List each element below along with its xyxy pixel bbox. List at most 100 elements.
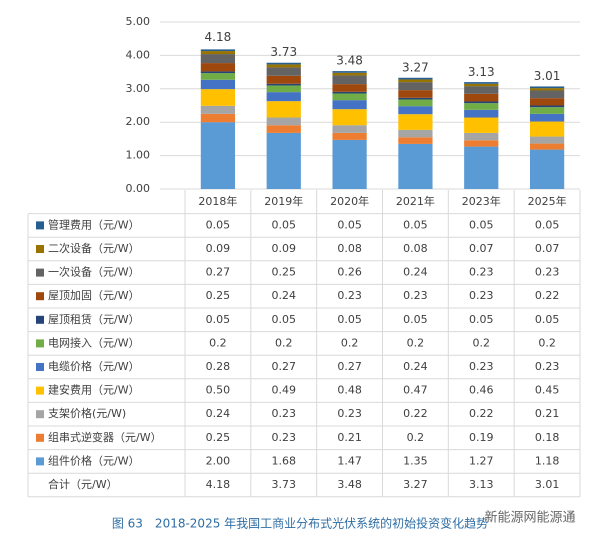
table-cell: 0.28	[206, 360, 231, 373]
bar-segment	[464, 117, 499, 133]
bar-segment	[398, 99, 433, 107]
table-cell: 0.09	[272, 242, 297, 255]
table-cell: 0.21	[535, 407, 560, 420]
table-cell: 0.05	[535, 313, 560, 326]
bar-segment	[200, 63, 236, 72]
table-cell: 0.21	[337, 431, 362, 444]
bar-segment	[200, 122, 236, 189]
table-cell: 0.05	[403, 218, 428, 231]
legend-swatch	[36, 339, 44, 348]
legend-label: 管理费用（元/W）	[48, 217, 140, 231]
table-cell: 0.23	[469, 289, 494, 302]
bar-segment	[266, 64, 301, 68]
bar-segment	[266, 62, 301, 65]
table-cell: 1.18	[535, 454, 560, 467]
bar-segment	[529, 143, 565, 150]
table-cell: 0.05	[272, 313, 297, 326]
table-cell: 0.05	[337, 218, 362, 231]
bar-segment	[529, 149, 565, 189]
total-label: 4.18	[205, 30, 232, 44]
bar-segment	[464, 83, 499, 87]
bar-segment	[200, 51, 236, 55]
bar-segment	[266, 132, 301, 189]
bar-segment	[332, 132, 367, 140]
bar-segment	[332, 109, 367, 126]
y-tick-label: 3.00	[126, 82, 151, 95]
bar-segment	[332, 91, 367, 94]
table-cell: 0.48	[337, 384, 362, 397]
bar-segment	[266, 125, 301, 133]
table-cell: 1.68	[272, 454, 297, 467]
table-cell: 3.73	[272, 478, 297, 491]
table-cell: 0.05	[469, 313, 494, 326]
table-cell: 0.23	[272, 407, 297, 420]
bar-segment	[200, 113, 236, 123]
bar-segment	[332, 84, 367, 92]
y-tick-label: 5.00	[126, 15, 151, 28]
bar-segment	[398, 77, 433, 80]
legend-swatch	[36, 363, 44, 371]
bar-segment	[529, 113, 565, 122]
legend-swatch	[36, 245, 44, 253]
bar-segment	[266, 92, 301, 102]
bar-segment	[266, 101, 301, 118]
bar-segment	[464, 93, 499, 102]
bar-segment	[266, 117, 301, 126]
table-cell: 4.18	[206, 478, 231, 491]
bar-segment	[398, 79, 433, 83]
total-label: 3.27	[402, 60, 429, 74]
table-cell: 3.27	[403, 478, 428, 491]
table-cell: 0.05	[206, 218, 231, 231]
bar-segment	[398, 137, 433, 144]
bar-segment	[529, 107, 565, 114]
bar-segment	[464, 82, 499, 84]
table-cell: 3.01	[535, 478, 560, 491]
watermark: 新能源网能源通	[484, 510, 575, 526]
table-cell: 0.22	[535, 289, 560, 302]
table-cell: 0.05	[272, 218, 297, 231]
total-label: 3.48	[336, 53, 363, 67]
legend-label: 组件价格（元/W）	[48, 453, 140, 467]
table-cell: 0.23	[469, 266, 494, 279]
legend-label: 屋顶租赁（元/W）	[48, 312, 140, 326]
bar-segment	[332, 75, 367, 85]
bar-segment	[266, 85, 301, 93]
table-cell: 2.00	[206, 454, 231, 467]
bar-segment	[266, 83, 301, 86]
legend-swatch	[36, 410, 44, 419]
table-cell: 0.2	[341, 336, 359, 349]
bar-segment	[200, 73, 236, 80]
table-cell: 0.2	[407, 336, 425, 349]
caption: 图 63 2018-2025 年我国工商业分布式光伏系统的初始投资变化趋势	[112, 516, 488, 531]
x-tick-label: 2023年	[462, 194, 501, 208]
table-cell: 0.18	[535, 431, 560, 444]
table-cell: 0.23	[337, 289, 362, 302]
bar-segment	[332, 125, 367, 133]
table-cell: 0.46	[469, 384, 494, 397]
table-cell: 0.25	[206, 289, 231, 302]
bar-segment	[332, 71, 367, 73]
table-cell: 0.2	[209, 336, 227, 349]
bar-segment	[398, 82, 433, 91]
table-cell: 0.24	[403, 360, 428, 373]
table-cell: 0.05	[535, 218, 560, 231]
legend-label: 组串式逆变器（元/W）	[48, 430, 162, 444]
bar-segment	[464, 101, 499, 104]
bar-segment	[266, 67, 301, 76]
table-cell: 0.09	[206, 242, 231, 255]
bar-segment	[200, 71, 236, 74]
x-tick-label: 2021年	[396, 194, 435, 208]
legend-swatch	[36, 221, 44, 230]
bar-segment	[529, 88, 565, 91]
table-cell: 0.24	[403, 266, 428, 279]
table-cell: 0.23	[403, 289, 428, 302]
table-cell: 0.24	[206, 407, 231, 420]
table-cell: 0.23	[535, 360, 560, 373]
total-row-label: 合计（元/W）	[48, 477, 118, 491]
table-cell: 0.24	[272, 289, 297, 302]
table-cell: 0.2	[275, 336, 293, 349]
total-label: 3.01	[534, 69, 561, 83]
x-tick-label: 2018年	[198, 194, 237, 208]
legend-label: 电缆价格（元/W）	[48, 359, 140, 373]
